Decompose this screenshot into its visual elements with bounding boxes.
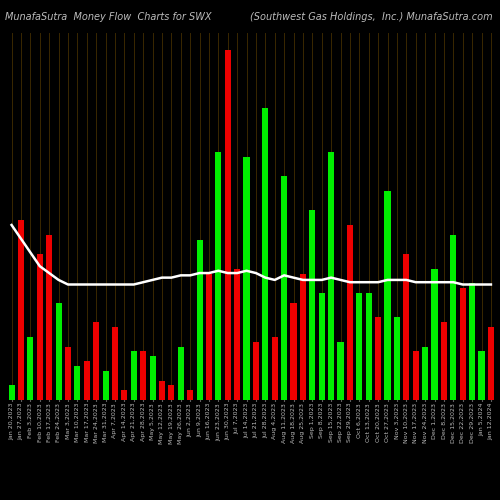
Bar	[159, 380, 165, 400]
Bar	[234, 269, 240, 400]
Bar	[262, 108, 268, 400]
Bar	[18, 220, 24, 400]
Bar	[347, 225, 353, 400]
Bar	[488, 327, 494, 400]
Bar	[272, 337, 278, 400]
Bar	[187, 390, 193, 400]
Text: (Southwest Gas Holdings,  Inc.) MunafaSutra.com: (Southwest Gas Holdings, Inc.) MunafaSut…	[250, 12, 492, 22]
Bar	[28, 337, 34, 400]
Bar	[56, 303, 62, 400]
Bar	[150, 356, 156, 400]
Bar	[36, 254, 43, 400]
Bar	[356, 293, 362, 400]
Bar	[8, 386, 14, 400]
Bar	[375, 318, 381, 400]
Bar	[46, 234, 52, 400]
Bar	[310, 210, 316, 400]
Bar	[422, 346, 428, 400]
Bar	[216, 152, 222, 400]
Bar	[84, 361, 90, 400]
Bar	[281, 176, 287, 400]
Bar	[244, 157, 250, 400]
Bar	[318, 293, 325, 400]
Text: MunafaSutra  Money Flow  Charts for SWX: MunafaSutra Money Flow Charts for SWX	[5, 12, 212, 22]
Bar	[366, 293, 372, 400]
Bar	[140, 352, 146, 400]
Bar	[93, 322, 99, 400]
Bar	[102, 371, 108, 400]
Bar	[168, 386, 174, 400]
Bar	[130, 352, 137, 400]
Bar	[394, 318, 400, 400]
Bar	[328, 152, 334, 400]
Bar	[432, 269, 438, 400]
Bar	[300, 274, 306, 400]
Bar	[224, 50, 231, 400]
Bar	[122, 390, 128, 400]
Bar	[290, 303, 296, 400]
Bar	[253, 342, 259, 400]
Bar	[412, 352, 419, 400]
Bar	[178, 346, 184, 400]
Bar	[196, 240, 202, 400]
Bar	[460, 288, 466, 400]
Bar	[65, 346, 71, 400]
Bar	[441, 322, 447, 400]
Bar	[74, 366, 80, 400]
Bar	[206, 274, 212, 400]
Bar	[384, 191, 390, 400]
Bar	[450, 234, 456, 400]
Bar	[469, 284, 475, 400]
Bar	[404, 254, 409, 400]
Bar	[338, 342, 344, 400]
Bar	[112, 327, 118, 400]
Bar	[478, 352, 484, 400]
